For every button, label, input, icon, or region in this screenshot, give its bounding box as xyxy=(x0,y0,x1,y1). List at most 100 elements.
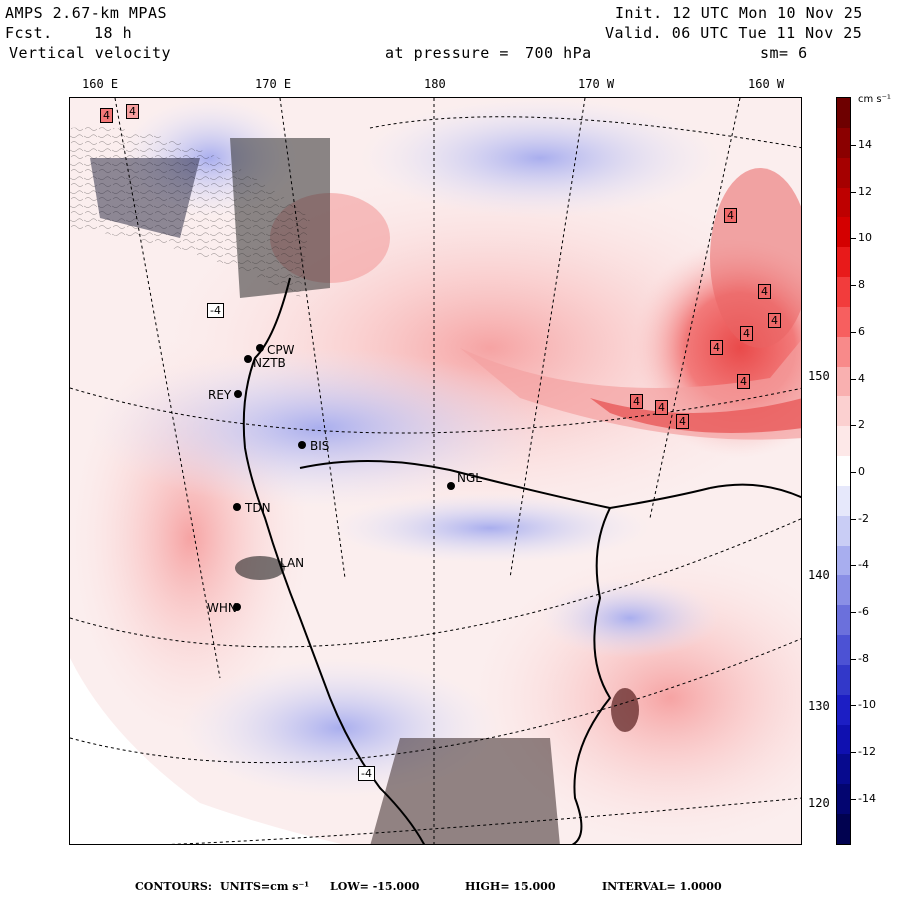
colorbar-segment xyxy=(837,277,850,308)
station-dot[interactable] xyxy=(233,503,241,511)
colorbar-label: 2 xyxy=(858,418,865,432)
colorbar-tick xyxy=(850,565,856,567)
contour-marker: 4 xyxy=(740,326,753,341)
colorbar-segment xyxy=(837,98,850,129)
colorbar-label: 8 xyxy=(858,278,865,292)
colorbar-tick xyxy=(850,471,856,473)
lat-label-130w: 130 W xyxy=(807,699,846,713)
station-label-rey: REY xyxy=(208,388,232,402)
vertical-velocity-field xyxy=(70,98,801,844)
colorbar-segment xyxy=(837,485,850,517)
station-dot[interactable] xyxy=(233,603,241,611)
contour-marker: 4 xyxy=(676,414,689,429)
contour-marker: 4 xyxy=(126,104,139,119)
station-dot[interactable] xyxy=(234,390,242,398)
contour-marker: -4 xyxy=(207,303,224,318)
station-dot[interactable] xyxy=(447,482,455,490)
colorbar-segment xyxy=(837,605,850,636)
colorbar-segment xyxy=(837,127,850,159)
colorbar-segment xyxy=(837,724,850,755)
lon-label-170e: 170 E xyxy=(255,77,292,91)
contour-marker: 4 xyxy=(737,374,750,389)
colorbar-label: 4 xyxy=(858,371,865,385)
colorbar-segment xyxy=(837,396,850,427)
colorbar xyxy=(836,97,851,845)
colorbar-label: -4 xyxy=(858,558,869,572)
colorbar-segment xyxy=(837,366,850,397)
colorbar-tick xyxy=(850,331,856,333)
colorbar-segment xyxy=(837,515,850,547)
colorbar-tick xyxy=(850,378,856,380)
colorbar-segment xyxy=(837,814,850,845)
colorbar-segment xyxy=(837,336,850,368)
contour-marker: 4 xyxy=(100,108,113,123)
field-title: Vertical velocity xyxy=(9,44,172,62)
colorbar-segment xyxy=(837,575,850,606)
colorbar-tick xyxy=(850,612,856,613)
colorbar-segment xyxy=(837,784,850,815)
contour-marker: 4 xyxy=(655,400,668,415)
forecast-value: 18 h xyxy=(94,24,133,42)
contour-marker: 4 xyxy=(758,284,771,299)
graticule xyxy=(70,98,801,844)
colorbar-segment xyxy=(837,694,850,726)
colorbar-segment xyxy=(837,306,850,338)
lon-label-180: 180 xyxy=(424,77,446,91)
colorbar-segment xyxy=(837,187,850,218)
colorbar-label: -8 xyxy=(858,651,869,665)
footer-units: UNITS=cm s⁻¹ xyxy=(220,880,310,893)
colorbar-tick xyxy=(850,285,856,287)
colorbar-tick xyxy=(850,145,856,146)
colorbar-label: 12 xyxy=(858,184,872,198)
colorbar-segment xyxy=(837,635,850,666)
colorbar-tick xyxy=(850,518,856,520)
footer-high: HIGH= 15.000 xyxy=(465,880,556,893)
colorbar-label: -2 xyxy=(858,511,869,525)
station-label-cpw: CPW xyxy=(267,343,295,357)
colorbar-tick xyxy=(850,658,856,660)
valid-time: Valid. 06 UTC Tue 11 Nov 25 xyxy=(605,24,863,42)
colorbar-segment xyxy=(837,247,850,278)
station-label-nztb: NZTB xyxy=(253,356,286,370)
station-dot[interactable] xyxy=(244,355,252,363)
station-label-ngl: NGL xyxy=(457,471,482,485)
colorbar-tick xyxy=(850,798,856,800)
colorbar-tick xyxy=(850,425,856,427)
colorbar-segment xyxy=(837,217,850,248)
colorbar-label: 0 xyxy=(858,464,865,478)
station-dot[interactable] xyxy=(256,344,264,352)
colorbar-segment xyxy=(837,157,850,188)
colorbar-label: -10 xyxy=(858,698,876,712)
colorbar-segment xyxy=(837,545,850,576)
contour-marker: -4 xyxy=(358,766,375,781)
lon-label-170w: 170 W xyxy=(578,77,615,91)
model-title: AMPS 2.67-km MPAS xyxy=(5,4,168,22)
map-panel[interactable]: CPW NZTB REY BIS NGL TDN LAN WHN 4 4 4 4… xyxy=(69,97,802,845)
colorbar-tick xyxy=(850,752,856,754)
colorbar-segment xyxy=(837,664,850,696)
contour-marker: 4 xyxy=(630,394,643,409)
level-label: at pressure = xyxy=(385,44,509,62)
colorbar-segment xyxy=(837,426,850,457)
colorbar-segment xyxy=(837,456,850,487)
contour-marker: 4 xyxy=(724,208,737,223)
colorbar-label: 14 xyxy=(858,138,872,151)
colorbar-label: 10 xyxy=(858,231,872,245)
contour-marker: 4 xyxy=(768,313,781,328)
smoothing: sm= 6 xyxy=(760,44,808,62)
footer-contours-label: CONTOURS: xyxy=(135,880,212,893)
colorbar-label: 6 xyxy=(858,324,865,338)
lon-label-160w: 160 W xyxy=(748,77,785,91)
colorbar-label: -6 xyxy=(858,605,869,618)
station-dot[interactable] xyxy=(298,441,306,449)
colorbar-segment xyxy=(837,754,850,785)
colorbar-unit: cm s⁻¹ xyxy=(858,94,891,105)
station-label-bis: BIS xyxy=(310,439,330,453)
colorbar-label: -14 xyxy=(858,791,876,805)
init-time: Init. 12 UTC Mon 10 Nov 25 xyxy=(615,4,863,22)
station-label-lan: LAN xyxy=(280,556,305,570)
level-value: 700 hPa xyxy=(525,44,592,62)
station-label-whn: WHN xyxy=(207,601,237,615)
footer-low: LOW= -15.000 xyxy=(330,880,420,893)
station-label-tdn: TDN xyxy=(245,501,271,515)
